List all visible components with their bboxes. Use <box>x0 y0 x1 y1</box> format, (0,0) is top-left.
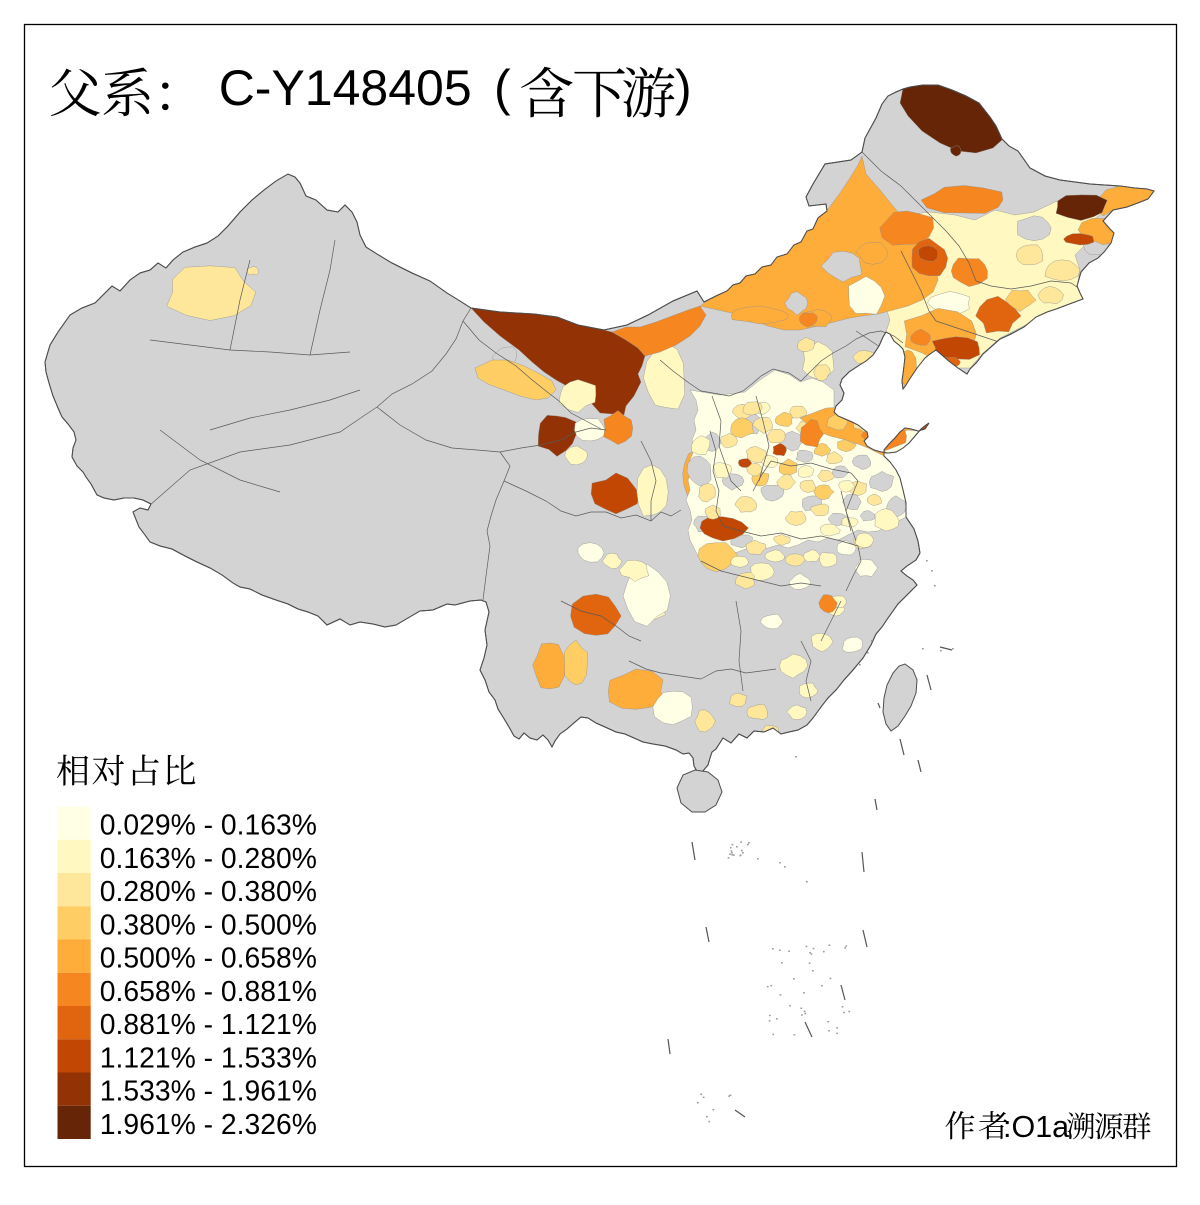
svg-text:(: ( <box>494 60 511 116</box>
svg-text:0.500% - 0.658%: 0.500% - 0.658% <box>100 942 317 974</box>
svg-text:C-Y148405: C-Y148405 <box>219 60 472 116</box>
svg-text:0.280% - 0.380%: 0.280% - 0.380% <box>100 875 317 907</box>
svg-text:): ) <box>675 60 692 116</box>
svg-text:1.961% - 2.326%: 1.961% - 2.326% <box>100 1108 317 1140</box>
svg-text:0.380% - 0.500%: 0.380% - 0.500% <box>100 908 317 940</box>
svg-text:0.163% - 0.280%: 0.163% - 0.280% <box>100 842 317 874</box>
svg-text:0.881% - 1.121%: 0.881% - 1.121% <box>100 1008 317 1040</box>
svg-text:1.533% - 1.961%: 1.533% - 1.961% <box>100 1075 317 1107</box>
svg-text:1.121% - 1.533%: 1.121% - 1.533% <box>100 1041 317 1073</box>
svg-text::O1a: :O1a <box>1003 1110 1069 1144</box>
svg-text:0.029% - 0.163%: 0.029% - 0.163% <box>100 809 317 841</box>
svg-text:0.658% - 0.881%: 0.658% - 0.881% <box>100 975 317 1007</box>
